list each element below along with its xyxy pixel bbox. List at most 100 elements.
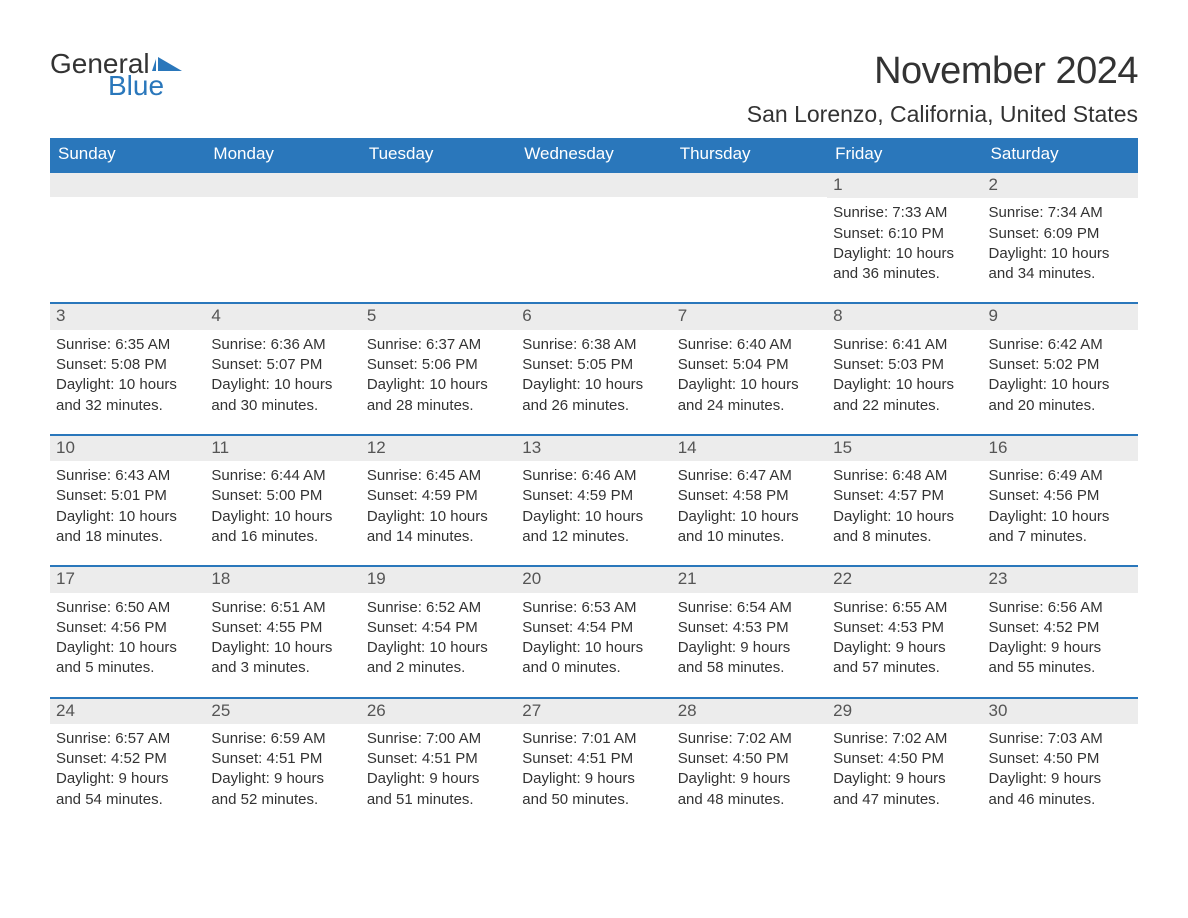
day-details: Sunrise: 6:48 AMSunset: 4:57 PMDaylight:… <box>827 461 982 551</box>
day-number: 20 <box>516 567 671 592</box>
day-dl1: Daylight: 10 hours <box>211 638 354 658</box>
day-details: Sunrise: 6:35 AMSunset: 5:08 PMDaylight:… <box>50 330 205 420</box>
calendar-day-cell: 2Sunrise: 7:34 AMSunset: 6:09 PMDaylight… <box>983 173 1138 288</box>
day-details: Sunrise: 7:01 AMSunset: 4:51 PMDaylight:… <box>516 724 671 814</box>
day-dl2: and 52 minutes. <box>211 790 354 810</box>
calendar-day-cell: 7Sunrise: 6:40 AMSunset: 5:04 PMDaylight… <box>672 304 827 419</box>
day-dl1: Daylight: 10 hours <box>367 375 510 395</box>
day-number: 22 <box>827 567 982 592</box>
day-number: 29 <box>827 699 982 724</box>
calendar-day-cell: 6Sunrise: 6:38 AMSunset: 5:05 PMDaylight… <box>516 304 671 419</box>
calendar-day-cell <box>516 173 671 288</box>
day-sunrise: Sunrise: 6:56 AM <box>989 598 1132 618</box>
day-sunrise: Sunrise: 7:02 AM <box>678 729 821 749</box>
day-sunset: Sunset: 4:53 PM <box>833 618 976 638</box>
day-dl2: and 48 minutes. <box>678 790 821 810</box>
day-dl2: and 5 minutes. <box>56 658 199 678</box>
logo-text-blue: Blue <box>108 72 182 100</box>
day-dl1: Daylight: 10 hours <box>56 375 199 395</box>
day-number: 5 <box>361 304 516 329</box>
day-sunset: Sunset: 4:53 PM <box>678 618 821 638</box>
day-dl1: Daylight: 9 hours <box>989 638 1132 658</box>
day-dl1: Daylight: 10 hours <box>367 507 510 527</box>
day-dl2: and 16 minutes. <box>211 527 354 547</box>
day-sunset: Sunset: 4:52 PM <box>56 749 199 769</box>
day-sunset: Sunset: 5:06 PM <box>367 355 510 375</box>
day-dl2: and 55 minutes. <box>989 658 1132 678</box>
day-details: Sunrise: 6:57 AMSunset: 4:52 PMDaylight:… <box>50 724 205 814</box>
day-sunset: Sunset: 4:59 PM <box>367 486 510 506</box>
day-number: 16 <box>983 436 1138 461</box>
day-dl1: Daylight: 10 hours <box>989 244 1132 264</box>
weekday-header-row: Sunday Monday Tuesday Wednesday Thursday… <box>50 138 1138 171</box>
day-sunrise: Sunrise: 6:42 AM <box>989 335 1132 355</box>
calendar-week-row: 3Sunrise: 6:35 AMSunset: 5:08 PMDaylight… <box>50 302 1138 419</box>
day-dl1: Daylight: 10 hours <box>56 507 199 527</box>
day-sunrise: Sunrise: 6:54 AM <box>678 598 821 618</box>
day-sunset: Sunset: 5:03 PM <box>833 355 976 375</box>
calendar-day-cell: 10Sunrise: 6:43 AMSunset: 5:01 PMDayligh… <box>50 436 205 551</box>
day-details: Sunrise: 6:38 AMSunset: 5:05 PMDaylight:… <box>516 330 671 420</box>
calendar-day-cell <box>672 173 827 288</box>
day-details: Sunrise: 6:51 AMSunset: 4:55 PMDaylight:… <box>205 593 360 683</box>
calendar-day-cell: 14Sunrise: 6:47 AMSunset: 4:58 PMDayligh… <box>672 436 827 551</box>
day-sunrise: Sunrise: 7:00 AM <box>367 729 510 749</box>
day-sunrise: Sunrise: 6:44 AM <box>211 466 354 486</box>
day-number: 6 <box>516 304 671 329</box>
day-dl2: and 20 minutes. <box>989 396 1132 416</box>
calendar-day-cell <box>205 173 360 288</box>
day-dl1: Daylight: 10 hours <box>522 375 665 395</box>
day-sunrise: Sunrise: 6:36 AM <box>211 335 354 355</box>
weekday-header: Wednesday <box>516 138 671 171</box>
weekday-header: Sunday <box>50 138 205 171</box>
calendar-day-cell: 11Sunrise: 6:44 AMSunset: 5:00 PMDayligh… <box>205 436 360 551</box>
day-sunrise: Sunrise: 6:37 AM <box>367 335 510 355</box>
weekday-header: Monday <box>205 138 360 171</box>
day-number: 30 <box>983 699 1138 724</box>
day-dl2: and 12 minutes. <box>522 527 665 547</box>
day-dl2: and 51 minutes. <box>367 790 510 810</box>
calendar-day-cell: 16Sunrise: 6:49 AMSunset: 4:56 PMDayligh… <box>983 436 1138 551</box>
calendar-week-row: 10Sunrise: 6:43 AMSunset: 5:01 PMDayligh… <box>50 434 1138 551</box>
calendar-day-cell: 22Sunrise: 6:55 AMSunset: 4:53 PMDayligh… <box>827 567 982 682</box>
day-number: 7 <box>672 304 827 329</box>
day-number: 12 <box>361 436 516 461</box>
day-dl1: Daylight: 10 hours <box>833 244 976 264</box>
day-details: Sunrise: 6:55 AMSunset: 4:53 PMDaylight:… <box>827 593 982 683</box>
day-number: 1 <box>827 173 982 198</box>
day-sunset: Sunset: 4:56 PM <box>56 618 199 638</box>
month-title: November 2024 <box>747 50 1138 93</box>
day-dl1: Daylight: 9 hours <box>678 638 821 658</box>
calendar-day-cell <box>361 173 516 288</box>
day-sunrise: Sunrise: 7:02 AM <box>833 729 976 749</box>
calendar-day-cell: 19Sunrise: 6:52 AMSunset: 4:54 PMDayligh… <box>361 567 516 682</box>
calendar-day-cell: 30Sunrise: 7:03 AMSunset: 4:50 PMDayligh… <box>983 699 1138 814</box>
day-dl1: Daylight: 9 hours <box>56 769 199 789</box>
day-sunrise: Sunrise: 6:43 AM <box>56 466 199 486</box>
day-sunset: Sunset: 4:56 PM <box>989 486 1132 506</box>
day-dl1: Daylight: 10 hours <box>522 507 665 527</box>
day-dl1: Daylight: 10 hours <box>989 375 1132 395</box>
calendar-day-cell <box>50 173 205 288</box>
day-details: Sunrise: 6:44 AMSunset: 5:00 PMDaylight:… <box>205 461 360 551</box>
day-number: 25 <box>205 699 360 724</box>
day-dl1: Daylight: 10 hours <box>56 638 199 658</box>
day-dl2: and 32 minutes. <box>56 396 199 416</box>
day-dl2: and 28 minutes. <box>367 396 510 416</box>
day-sunset: Sunset: 4:58 PM <box>678 486 821 506</box>
day-sunrise: Sunrise: 7:03 AM <box>989 729 1132 749</box>
day-sunrise: Sunrise: 7:34 AM <box>989 203 1132 223</box>
day-sunset: Sunset: 4:54 PM <box>522 618 665 638</box>
calendar-day-cell: 9Sunrise: 6:42 AMSunset: 5:02 PMDaylight… <box>983 304 1138 419</box>
day-details: Sunrise: 6:53 AMSunset: 4:54 PMDaylight:… <box>516 593 671 683</box>
day-details: Sunrise: 6:47 AMSunset: 4:58 PMDaylight:… <box>672 461 827 551</box>
day-details: Sunrise: 6:45 AMSunset: 4:59 PMDaylight:… <box>361 461 516 551</box>
day-dl1: Daylight: 10 hours <box>989 507 1132 527</box>
brand-logo: General Blue <box>50 50 182 100</box>
day-dl2: and 57 minutes. <box>833 658 976 678</box>
day-sunset: Sunset: 4:50 PM <box>678 749 821 769</box>
day-dl2: and 3 minutes. <box>211 658 354 678</box>
day-number: 26 <box>361 699 516 724</box>
day-details: Sunrise: 6:56 AMSunset: 4:52 PMDaylight:… <box>983 593 1138 683</box>
day-number: 2 <box>983 173 1138 198</box>
